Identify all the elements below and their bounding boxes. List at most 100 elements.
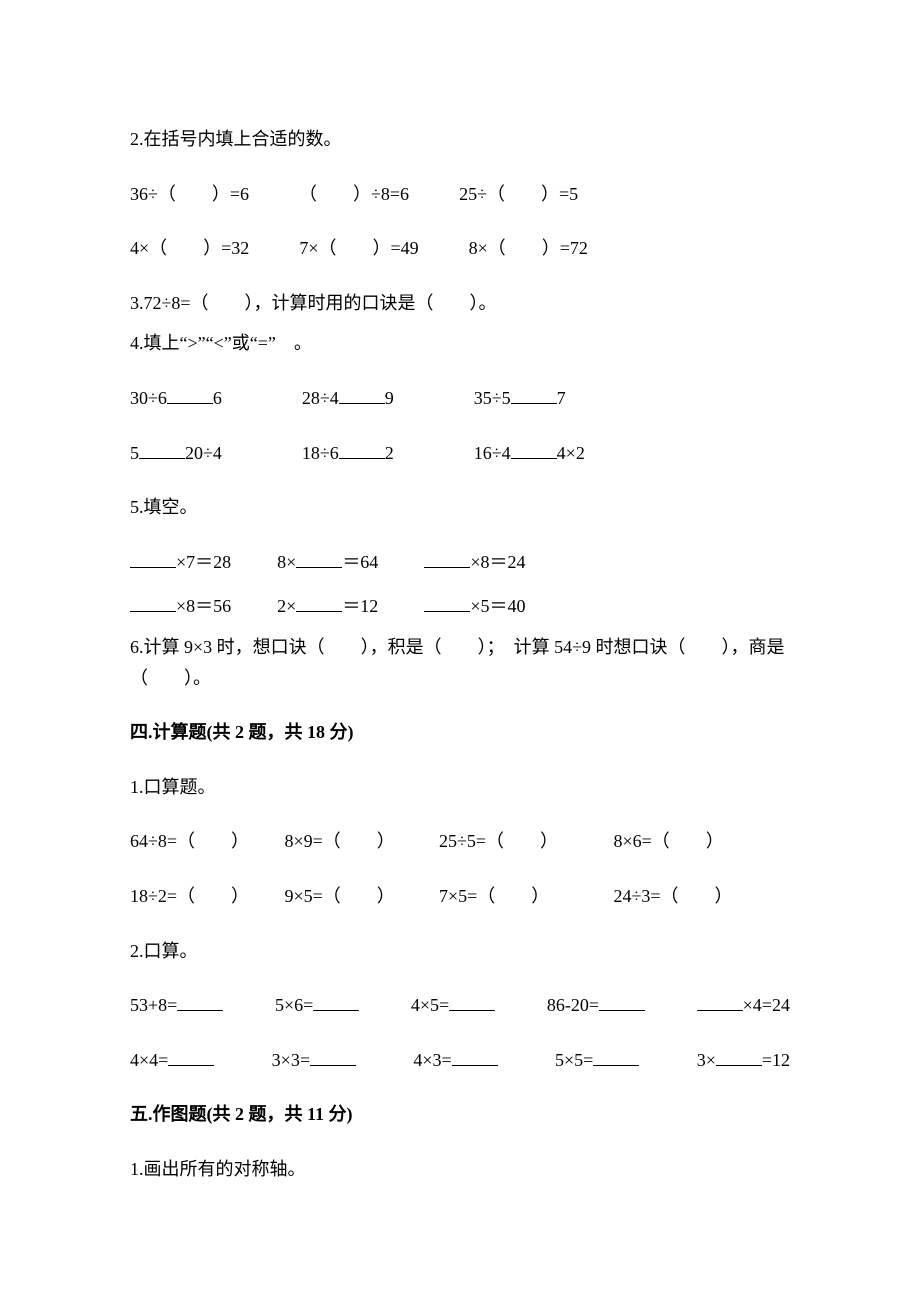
q5-r1-c1: ×7＝28: [130, 547, 231, 578]
q5-r2-c1: ×8＝56: [130, 591, 231, 622]
expr: =12: [762, 1050, 790, 1070]
q2-r2-c2: 7×（ ）=49: [299, 233, 418, 264]
s4q1-r2-c3: 7×5=（ ）: [439, 881, 609, 912]
expr: ＝64: [342, 552, 378, 572]
s4q1-r1-c1: 64÷8=（ ）: [130, 826, 280, 857]
blank: [177, 992, 223, 1011]
expr: ×8＝24: [470, 552, 525, 572]
blank: [716, 1047, 762, 1066]
q5-r2-c2: 2× ＝12: [277, 591, 378, 622]
expr: 4×3=: [413, 1050, 451, 1070]
q2-r1-c3: 25÷（ ）=5: [459, 179, 578, 210]
expr-right: 20÷4: [185, 443, 222, 463]
blank: [310, 1047, 356, 1066]
expr-right: 6: [213, 388, 222, 408]
blank: [167, 385, 213, 404]
q5-r1-c2: 8× ＝64: [277, 547, 378, 578]
blank: [130, 549, 176, 568]
q5-r1-c3: ×8＝24: [424, 547, 525, 578]
sec4-q2-title: 2.口算。: [130, 936, 790, 967]
q4-row2: 5 20÷4 18÷6 2 16÷4 4×2: [130, 438, 790, 469]
s4q2-r2-c5: 3× =12: [697, 1045, 790, 1076]
expr: ×4=24: [743, 995, 790, 1015]
blank: [424, 549, 470, 568]
blank: [296, 593, 342, 612]
s4q2-r2-c2: 3×3=: [272, 1045, 356, 1076]
expr: 3×: [697, 1050, 716, 1070]
s4q1-r2-c4: 24÷3=（ ）: [614, 886, 733, 906]
q2-r1-c1: 36÷（ ）=6: [130, 179, 249, 210]
q4-r2-c2: 18÷6 2: [302, 438, 394, 469]
expr-left: 28÷4: [302, 388, 339, 408]
expr: 4×5=: [411, 995, 449, 1015]
expr-right: 4×2: [557, 443, 585, 463]
expr-left: 18÷6: [302, 443, 339, 463]
blank: [168, 1047, 214, 1066]
blank: [449, 992, 495, 1011]
q4-r2-c3: 16÷4 4×2: [474, 438, 585, 469]
expr-left: 30÷6: [130, 388, 167, 408]
expr: 5×6=: [275, 995, 313, 1015]
q3: 3.72÷8=（ ），计算时用的口诀是（ ）。: [130, 288, 790, 319]
page: 2.在括号内填上合适的数。 36÷（ ）=6 （ ）÷8=6 25÷（ ）=5 …: [0, 0, 920, 1302]
q2-r1-c2: （ ）÷8=6: [299, 179, 409, 210]
s4q2-r1-c1: 53+8=: [130, 990, 223, 1021]
q2-title: 2.在括号内填上合适的数。: [130, 124, 790, 155]
expr-right: 7: [557, 388, 566, 408]
expr: 4×4=: [130, 1050, 168, 1070]
sec4-q2-row1: 53+8= 5×6= 4×5= 86-20= ×4=24: [130, 990, 790, 1021]
expr: ×5＝40: [470, 596, 525, 616]
s4q2-r1-c4: 86-20=: [547, 990, 645, 1021]
q4-row1: 30÷6 6 28÷4 9 35÷5 7: [130, 383, 790, 414]
blank: [697, 992, 743, 1011]
blank: [599, 992, 645, 1011]
blank: [139, 440, 185, 459]
q5-row1: ×7＝28 8× ＝64 ×8＝24: [130, 547, 790, 578]
expr: ×8＝56: [176, 596, 231, 616]
s4q2-r2-c4: 5×5=: [555, 1045, 639, 1076]
sec5-q1: 1.画出所有的对称轴。: [130, 1154, 790, 1185]
q2-r2-c1: 4×（ ）=32: [130, 233, 249, 264]
blank: [511, 440, 557, 459]
expr: ×7＝28: [176, 552, 231, 572]
s4q1-r2-c1: 18÷2=（ ）: [130, 881, 280, 912]
q2-row2: 4×（ ）=32 7×（ ）=49 8×（ ）=72: [130, 233, 790, 264]
expr: 8×: [277, 552, 296, 572]
sec4-q1-row2: 18÷2=（ ） 9×5=（ ） 7×5=（ ） 24÷3=（ ）: [130, 881, 790, 912]
expr-left: 35÷5: [474, 388, 511, 408]
sec4-q2-row2: 4×4= 3×3= 4×3= 5×5= 3× =12: [130, 1045, 790, 1076]
q2-r2-c3: 8×（ ）=72: [469, 233, 588, 264]
expr-left: 5: [130, 443, 139, 463]
s4q1-r1-c2: 8×9=（ ）: [285, 826, 435, 857]
s4q1-r1-c4: 8×6=（ ）: [614, 831, 724, 851]
q4-r1-c2: 28÷4 9: [302, 383, 394, 414]
blank: [452, 1047, 498, 1066]
q5-title: 5.填空。: [130, 492, 790, 523]
s4q2-r1-c5: ×4=24: [697, 990, 790, 1021]
expr-left: 16÷4: [474, 443, 511, 463]
q5-row2: ×8＝56 2× ＝12 ×5＝40: [130, 591, 790, 622]
expr: ＝12: [342, 596, 378, 616]
s4q1-r2-c2: 9×5=（ ）: [285, 881, 435, 912]
s4q2-r2-c1: 4×4=: [130, 1045, 214, 1076]
expr-right: 2: [385, 443, 394, 463]
sec4-title: 四.计算题(共 2 题，共 18 分): [130, 717, 790, 748]
expr: 86-20=: [547, 995, 599, 1015]
q4-r1-c1: 30÷6 6: [130, 383, 222, 414]
s4q2-r1-c3: 4×5=: [411, 990, 495, 1021]
expr: 3×3=: [272, 1050, 310, 1070]
q4-r1-c3: 35÷5 7: [474, 383, 566, 414]
s4q2-r2-c3: 4×3=: [413, 1045, 497, 1076]
blank: [593, 1047, 639, 1066]
expr-right: 9: [385, 388, 394, 408]
expr: 53+8=: [130, 995, 177, 1015]
q6: 6.计算 9×3 时，想口诀（ ），积是（ ）； 计算 54÷9 时想口诀（ ）…: [130, 632, 790, 693]
q5-r2-c3: ×5＝40: [424, 591, 525, 622]
expr: 5×5=: [555, 1050, 593, 1070]
blank: [424, 593, 470, 612]
blank: [339, 440, 385, 459]
expr: 2×: [277, 596, 296, 616]
s4q1-r1-c3: 25÷5=（ ）: [439, 826, 609, 857]
sec4-q1-row1: 64÷8=（ ） 8×9=（ ） 25÷5=（ ） 8×6=（ ）: [130, 826, 790, 857]
q2-row1: 36÷（ ）=6 （ ）÷8=6 25÷（ ）=5: [130, 179, 790, 210]
